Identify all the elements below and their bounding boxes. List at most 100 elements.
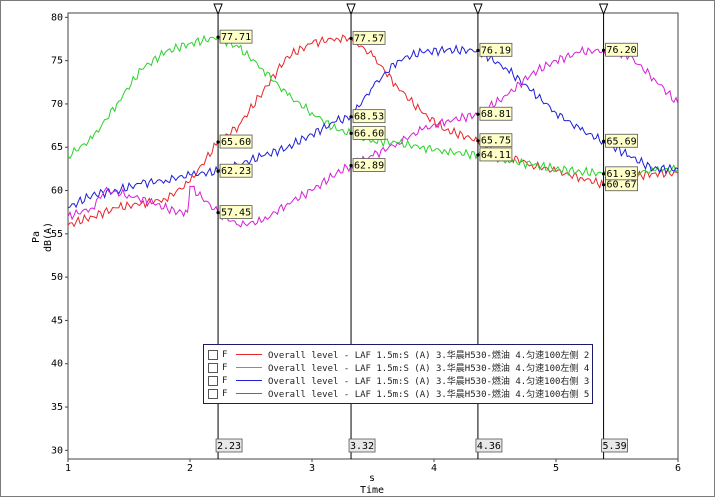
y-tick-label: 40 xyxy=(51,359,63,370)
y-tick-label: 80 xyxy=(51,12,63,23)
y-axis-unit-label: Pa xyxy=(31,231,42,243)
cursor-value-box xyxy=(479,147,513,162)
cursor-value-label: 76.20 xyxy=(607,45,637,56)
cursor-value-label: 64.11 xyxy=(481,150,511,161)
cursor-value-box xyxy=(479,133,513,148)
cursor-point xyxy=(349,115,353,119)
cursor-value-label: 62.89 xyxy=(354,161,384,172)
x-tick-label: 5 xyxy=(553,463,559,474)
y-tick-label: 65 xyxy=(51,142,63,153)
legend-flag: F xyxy=(222,362,228,373)
cursor-handle-icon[interactable] xyxy=(213,3,223,16)
legend: F Overall level - LAF 1.5m:S (A) 3.华晨H530… xyxy=(203,344,593,404)
cursor-point xyxy=(476,153,480,157)
legend-label: Overall level - LAF 1.5m:S (A) 3.华晨H530-… xyxy=(268,377,590,387)
cursor-x-label-box xyxy=(601,438,628,453)
cursor-point xyxy=(216,169,220,173)
cursor-value-box xyxy=(219,29,253,44)
y-tick-label: 70 xyxy=(51,99,63,110)
cursor-point xyxy=(349,36,353,40)
legend-label: Overall level - LAF 1.5m:S (A) 3.华晨H530-… xyxy=(268,351,590,361)
legend-entry: F Overall level - LAF 1.5m:S (A) 3.华晨H530… xyxy=(208,374,590,387)
cursor-value-box xyxy=(605,42,638,57)
cursor-value-box xyxy=(219,134,253,149)
cursor-point xyxy=(601,183,606,187)
cursor-x-label: 3.32 xyxy=(350,441,374,452)
cursor-value-label: 65.60 xyxy=(221,137,251,148)
series-line-3 xyxy=(67,44,679,209)
cursor-value-label: 61.93 xyxy=(607,169,637,180)
cursor-value-box xyxy=(479,106,513,121)
cursor-x-label-box xyxy=(475,438,503,453)
y-tick-label: 60 xyxy=(51,186,63,197)
x-tick-label: 6 xyxy=(675,463,681,474)
series-line-1 xyxy=(67,34,679,228)
cursor-value-label: 65.75 xyxy=(481,136,511,147)
y-tick-label: 55 xyxy=(51,229,63,240)
cursor-value-label: 65.69 xyxy=(607,136,637,147)
cursor-x-label: 5.39 xyxy=(603,441,627,452)
legend-entry: F Overall level - LAF 1.5m:S (A) 3.华晨H530… xyxy=(208,361,590,374)
x-tick-label: 4 xyxy=(431,463,437,474)
cursor-value-label: 62.23 xyxy=(221,166,251,177)
legend-swatch xyxy=(236,380,262,381)
cursor-value-box xyxy=(352,158,386,172)
cursor-value-label: 66.60 xyxy=(354,128,384,139)
cursor-value-box xyxy=(352,109,386,124)
cursor-point xyxy=(476,139,480,143)
y-axis-label: dB(A) xyxy=(43,222,54,252)
cursor-point xyxy=(216,35,220,39)
legend-label: Overall level - LAF 1.5m:S (A) 3.华晨H530-… xyxy=(268,390,590,400)
cursor-point xyxy=(601,139,606,143)
legend-label: Overall level - LAF 1.5m:S (A) 3.华晨H530-… xyxy=(268,364,590,374)
series-line-4 xyxy=(67,45,679,228)
legend-checkbox[interactable] xyxy=(208,375,218,386)
legend-flag: F xyxy=(222,349,228,360)
cursor-value-label: 57.45 xyxy=(221,208,251,219)
cursor-value-label: 76.19 xyxy=(481,45,511,56)
cursor-point xyxy=(476,48,480,52)
cursor-value-label: 68.81 xyxy=(481,109,511,120)
y-tick-label: 50 xyxy=(51,272,63,283)
cursor-x-label: 2.23 xyxy=(217,441,241,452)
y-tick-label: 30 xyxy=(51,445,63,456)
legend-entry: F Overall level - LAF 1.5m:S (A) 3.华晨H530… xyxy=(208,348,590,361)
x-tick-label: 3 xyxy=(309,463,315,474)
cursor-point xyxy=(601,172,606,176)
cursor-handle-icon[interactable] xyxy=(598,3,609,16)
cursor-point xyxy=(601,48,606,52)
cursor-value-label: 77.57 xyxy=(354,33,384,44)
cursor-group: 2.23 65.60 77.71 62.23 57.45 3.32 77.57 66.60 68… xyxy=(213,3,638,459)
cursor-value-box xyxy=(219,205,253,220)
cursor-value-box xyxy=(605,166,638,181)
cursor-value-label: 60.67 xyxy=(607,180,637,191)
legend-swatch xyxy=(236,393,262,394)
cursor-point xyxy=(349,163,353,168)
legend-flag: F xyxy=(222,375,228,386)
legend-checkbox[interactable] xyxy=(208,362,218,373)
x-axis-label: Time xyxy=(360,485,384,496)
legend-entry: F Overall level - LAF 1.5m:S (A) 3.华晨H530… xyxy=(208,387,590,400)
legend-checkbox[interactable] xyxy=(208,349,218,360)
series-group xyxy=(67,33,679,228)
cursor-value-label: 77.71 xyxy=(221,32,251,43)
cursor-value-box xyxy=(219,163,253,178)
legend-flag: F xyxy=(222,388,228,399)
cursor-handle-icon[interactable] xyxy=(473,3,483,16)
x-tick-label: 1 xyxy=(65,463,71,474)
cursor-x-label: 4.36 xyxy=(477,441,501,452)
cursor-value-label: 68.53 xyxy=(354,112,384,123)
y-tick-label: 45 xyxy=(51,315,63,326)
cursor-point xyxy=(216,211,220,215)
y-tick-label: 35 xyxy=(51,402,63,413)
cursor-point xyxy=(476,112,480,116)
cursor-value-box xyxy=(605,133,638,148)
legend-checkbox[interactable] xyxy=(208,388,218,399)
y-tick-label: 75 xyxy=(51,56,63,67)
cursor-x-label-box xyxy=(348,438,376,453)
cursor-value-box xyxy=(352,30,386,45)
cursor-point xyxy=(216,140,220,144)
cursor-handle-icon[interactable] xyxy=(346,3,356,16)
x-axis-unit-label: s xyxy=(369,473,375,484)
